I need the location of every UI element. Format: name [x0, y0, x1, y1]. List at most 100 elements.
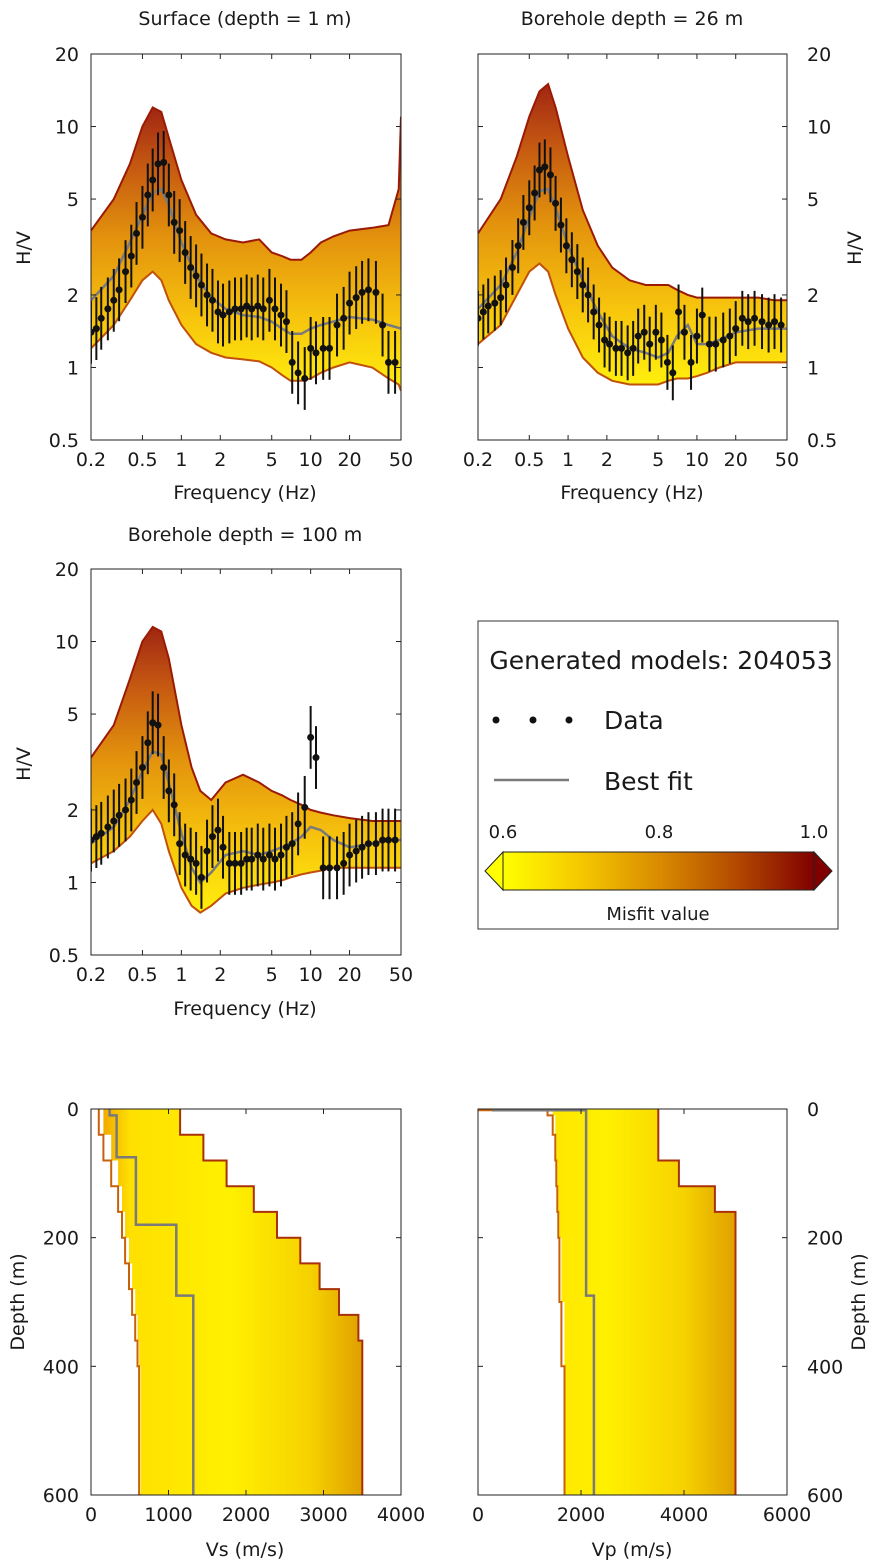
data-point: [154, 721, 162, 729]
data-point: [372, 288, 380, 296]
data-point: [601, 336, 609, 344]
y-axis-label: H/V: [13, 231, 35, 265]
x-tick-label: 1: [175, 964, 187, 986]
x-tick-label: 5: [266, 449, 278, 471]
data-point: [92, 325, 100, 333]
data-point: [248, 855, 256, 863]
data-point: [590, 308, 598, 316]
data-point: [379, 836, 387, 844]
x-tick-label: 10: [685, 449, 709, 471]
hv-panel-borehole-100m: Borehole depth = 100 m 0.2 0.5 1 2 5 10 20 500.…: [13, 524, 413, 1020]
x-tick-label: 50: [389, 964, 413, 986]
y-tick-label: 200: [43, 1228, 79, 1250]
data-point: [181, 249, 189, 257]
data-point: [138, 213, 146, 221]
y-tick-label: 600: [43, 1485, 79, 1507]
x-tick-label: 1000: [144, 1504, 192, 1526]
data-point: [133, 229, 141, 237]
y-tick-label: 2: [807, 285, 819, 307]
data-point: [149, 719, 157, 727]
x-tick-label: 0.2: [76, 964, 106, 986]
colorbar-tick-label: 1.0: [800, 822, 829, 843]
x-tick-label: 50: [775, 449, 799, 471]
y-tick-label: 10: [807, 117, 831, 139]
data-point: [294, 820, 302, 828]
data-point: [568, 256, 576, 264]
panel-title: Borehole depth = 26 m: [521, 8, 743, 30]
data-point: [579, 281, 587, 289]
data-point: [326, 344, 334, 352]
data-point: [525, 204, 533, 212]
y-tick-label: 0.5: [807, 430, 837, 452]
data-point: [203, 847, 211, 855]
envelope-lower-edge: [91, 270, 401, 392]
y-tick-label: 10: [55, 632, 79, 654]
y-tick-label: 200: [807, 1228, 843, 1250]
x-axis-label: Vs (m/s): [206, 1539, 285, 1561]
data-point: [698, 311, 706, 319]
data-point: [541, 163, 549, 171]
data-point: [652, 328, 660, 336]
data-point: [391, 358, 399, 366]
model-envelope: [478, 84, 787, 385]
data-point: [531, 189, 539, 197]
data-point: [237, 305, 245, 313]
y-tick-label: 5: [807, 189, 819, 211]
data-point: [192, 272, 200, 280]
data-point: [237, 859, 245, 867]
x-tick-label: 0.5: [127, 964, 157, 986]
data-point: [732, 325, 740, 333]
data-point: [562, 242, 570, 250]
data-point: [557, 221, 565, 229]
data-point: [144, 739, 152, 747]
data-point: [573, 268, 581, 276]
envelope-upper-edge: [657, 1109, 737, 1495]
y-tick-label: 0.5: [49, 430, 79, 452]
best-fit-line: [108, 1109, 195, 1495]
x-tick-label: 4000: [660, 1504, 708, 1526]
data-point: [110, 817, 118, 825]
data-point: [595, 321, 603, 329]
y-tick-label: 2: [67, 285, 79, 307]
data-point: [170, 218, 178, 226]
data-point: [187, 855, 195, 863]
x-tick-label: 5: [266, 964, 278, 986]
data-point: [771, 318, 779, 326]
panel-title: Borehole depth = 100 m: [128, 524, 363, 546]
data-point: [282, 318, 290, 326]
x-tick-label: 2000: [222, 1504, 270, 1526]
data-point: [358, 288, 366, 296]
colorbar-label: Misfit value: [606, 904, 709, 925]
data-point: [675, 308, 683, 316]
data-point: [744, 318, 752, 326]
data-point: [197, 281, 205, 289]
y-tick-label: 1: [807, 357, 819, 379]
y-tick-label: 20: [55, 44, 79, 66]
data-point: [693, 332, 701, 340]
colorbar: [484, 850, 833, 892]
x-tick-label: 0.2: [463, 449, 493, 471]
data-point: [352, 294, 360, 302]
data-point: [115, 811, 123, 819]
data-point: [618, 344, 626, 352]
data-point: [640, 328, 648, 336]
data-point: [127, 796, 135, 804]
data-point: [122, 268, 130, 276]
data-point: [307, 733, 315, 741]
y-axis-label: H/V: [844, 231, 866, 265]
data-point: [208, 296, 216, 304]
colorbar-tick-label: 0.6: [489, 822, 518, 843]
data-point: [259, 855, 267, 863]
legend-bestfit-label: Best fit: [604, 767, 693, 796]
envelope-upper-edge: [179, 1109, 364, 1495]
y-tick-label: 20: [55, 559, 79, 581]
data-point: [479, 308, 487, 316]
x-tick-label: 0.2: [76, 449, 106, 471]
data-point: [391, 836, 399, 844]
data-point: [254, 302, 262, 310]
data-point: [502, 281, 510, 289]
y-tick-label: 5: [67, 704, 79, 726]
x-tick-label: 3000: [299, 1504, 347, 1526]
